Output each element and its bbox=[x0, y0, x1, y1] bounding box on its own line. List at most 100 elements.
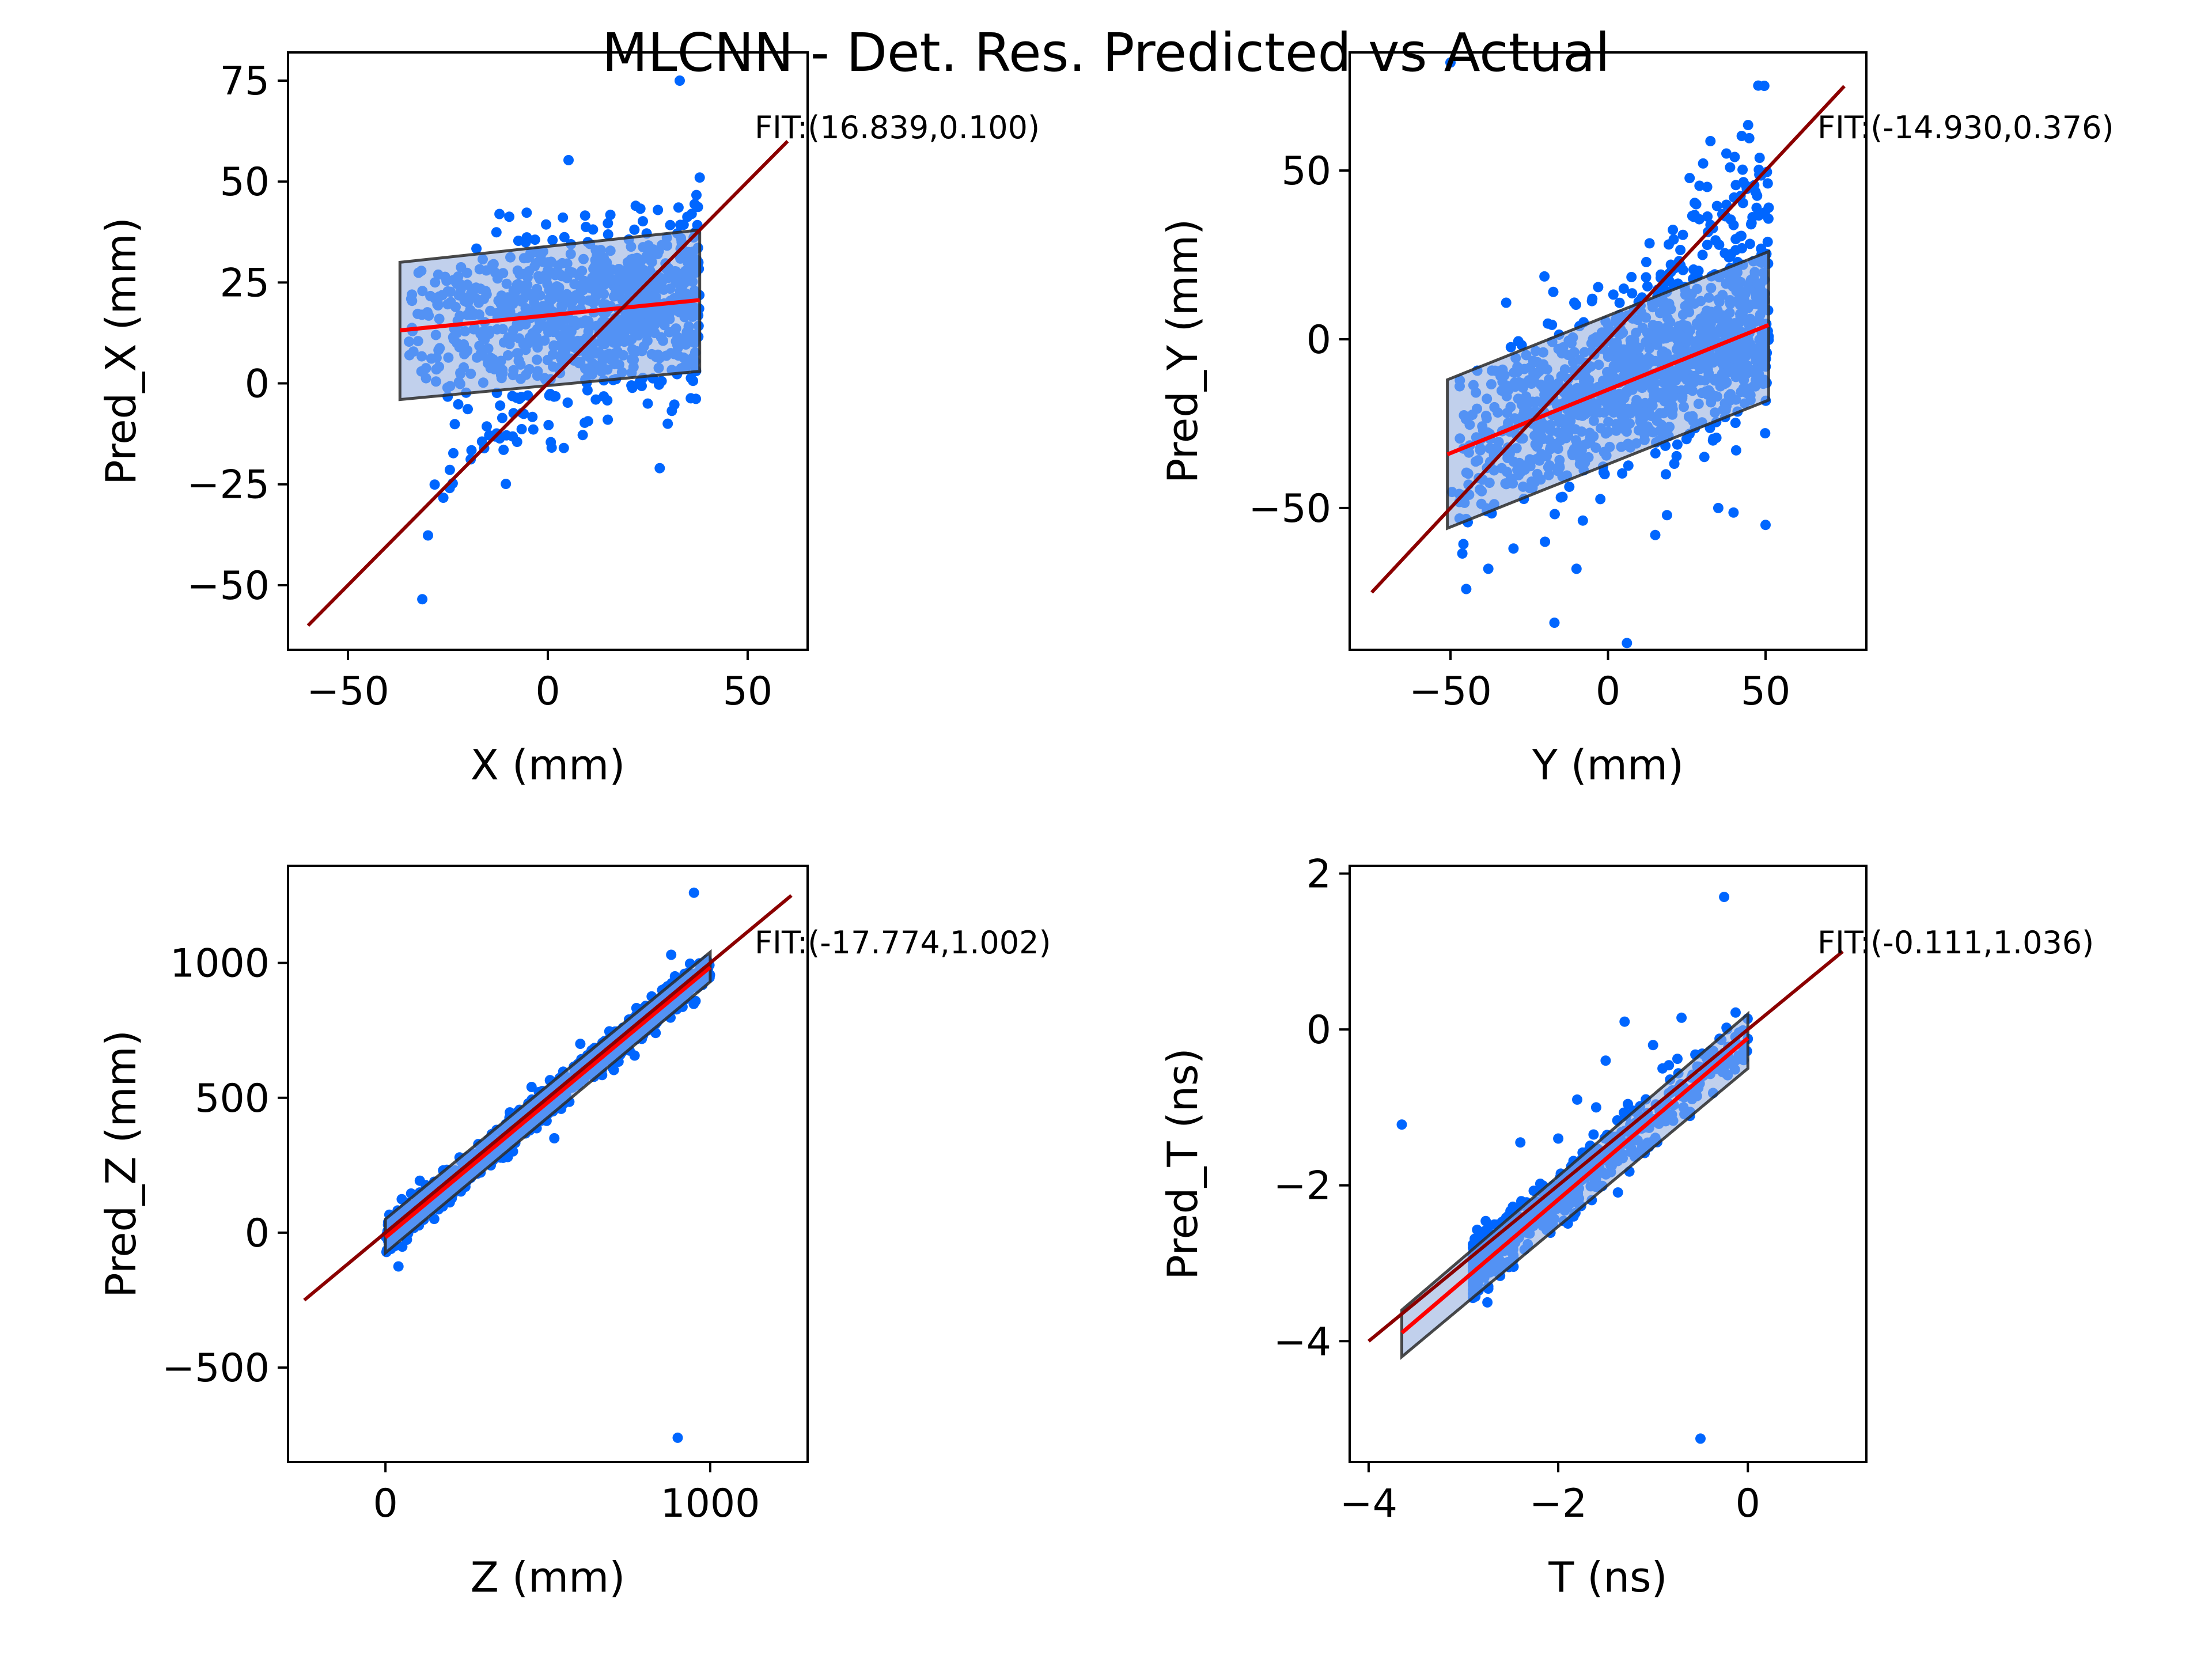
x-tick-label: 0 bbox=[373, 1481, 397, 1527]
data-point bbox=[613, 359, 624, 370]
data-point bbox=[1457, 548, 1468, 559]
data-point bbox=[532, 354, 543, 365]
data-point bbox=[1588, 1129, 1599, 1140]
data-point bbox=[1511, 443, 1522, 454]
y-tick-label: 0 bbox=[245, 362, 270, 407]
data-point bbox=[1558, 432, 1569, 443]
data-point bbox=[1661, 469, 1671, 480]
data-point bbox=[1692, 283, 1703, 294]
data-point bbox=[1521, 350, 1532, 361]
data-point bbox=[1509, 377, 1520, 388]
data-point bbox=[1729, 1064, 1740, 1075]
data-point bbox=[522, 272, 533, 283]
data-point bbox=[1534, 455, 1545, 466]
data-point bbox=[1605, 389, 1616, 400]
y-tick-label: 25 bbox=[219, 260, 270, 306]
data-point bbox=[482, 358, 493, 369]
data-point bbox=[1721, 148, 1732, 159]
data-point bbox=[1730, 418, 1741, 429]
data-point bbox=[611, 333, 622, 344]
data-point bbox=[581, 349, 592, 360]
data-point bbox=[603, 218, 613, 229]
data-point bbox=[521, 369, 532, 380]
data-point bbox=[1719, 350, 1730, 361]
identity-line bbox=[1368, 950, 1844, 1343]
data-point bbox=[1608, 289, 1619, 300]
data-point bbox=[1699, 452, 1710, 463]
data-point bbox=[1546, 438, 1557, 449]
data-point bbox=[1661, 351, 1672, 362]
data-point bbox=[448, 448, 459, 459]
data-point bbox=[653, 362, 664, 373]
data-point bbox=[1634, 342, 1645, 353]
data-point bbox=[529, 234, 540, 245]
data-point bbox=[672, 1432, 683, 1443]
data-point bbox=[546, 294, 556, 305]
data-point bbox=[1687, 1094, 1698, 1105]
data-point bbox=[1535, 379, 1546, 390]
data-point bbox=[1650, 448, 1661, 459]
data-point bbox=[1713, 327, 1724, 338]
data-point bbox=[1749, 364, 1760, 375]
data-point bbox=[1737, 164, 1748, 175]
data-point bbox=[1698, 158, 1709, 169]
data-point bbox=[1576, 384, 1586, 395]
data-point bbox=[603, 229, 613, 240]
y-tick-label: 50 bbox=[1281, 149, 1331, 194]
data-point bbox=[1538, 347, 1548, 358]
data-point bbox=[1617, 468, 1628, 479]
data-point bbox=[634, 377, 645, 388]
data-point bbox=[1567, 448, 1578, 459]
y-tick-label: −500 bbox=[162, 1346, 270, 1391]
identity-line bbox=[1370, 85, 1846, 594]
fit-line bbox=[384, 965, 712, 1239]
data-point bbox=[682, 358, 693, 369]
x-tick-label: 50 bbox=[1741, 669, 1791, 714]
data-point bbox=[1598, 467, 1609, 478]
data-point bbox=[666, 949, 677, 960]
data-point bbox=[442, 299, 453, 310]
data-point bbox=[582, 385, 593, 396]
data-point bbox=[1600, 1055, 1611, 1066]
data-point bbox=[1455, 381, 1465, 392]
data-point bbox=[558, 212, 569, 223]
data-point bbox=[543, 265, 553, 276]
data-point bbox=[1667, 404, 1678, 415]
data-point bbox=[1605, 1166, 1616, 1177]
data-point bbox=[516, 424, 527, 434]
data-point bbox=[416, 266, 427, 276]
data-point bbox=[542, 355, 553, 365]
data-point bbox=[607, 264, 618, 275]
data-point bbox=[1677, 229, 1688, 240]
figure-title: MLCNN - Det. Res. Predicted vs Actual bbox=[602, 22, 1610, 84]
data-point bbox=[1754, 153, 1765, 163]
data-point bbox=[585, 283, 596, 294]
data-point bbox=[1574, 1193, 1585, 1204]
data-point bbox=[1603, 320, 1613, 331]
data-point bbox=[690, 995, 701, 1006]
data-point bbox=[1611, 419, 1622, 430]
data-point bbox=[466, 445, 477, 456]
data-point bbox=[1554, 454, 1565, 465]
data-point bbox=[1744, 383, 1755, 394]
data-point bbox=[1533, 367, 1544, 377]
data-point bbox=[1580, 457, 1590, 468]
data-point bbox=[1699, 375, 1710, 386]
data-point bbox=[1614, 297, 1625, 308]
data-point bbox=[534, 336, 544, 347]
data-point bbox=[1586, 338, 1597, 349]
data-point bbox=[671, 324, 681, 334]
data-point bbox=[1677, 393, 1688, 404]
data-point bbox=[1501, 391, 1512, 402]
data-point bbox=[605, 209, 616, 220]
identity-line bbox=[303, 894, 793, 1302]
x-tick-label: −4 bbox=[1340, 1481, 1397, 1527]
data-point bbox=[1481, 1266, 1492, 1277]
data-point bbox=[1557, 471, 1568, 482]
point-cloud bbox=[404, 155, 705, 605]
data-point bbox=[662, 418, 673, 429]
data-point bbox=[1482, 1297, 1493, 1308]
data-point bbox=[1750, 187, 1761, 198]
